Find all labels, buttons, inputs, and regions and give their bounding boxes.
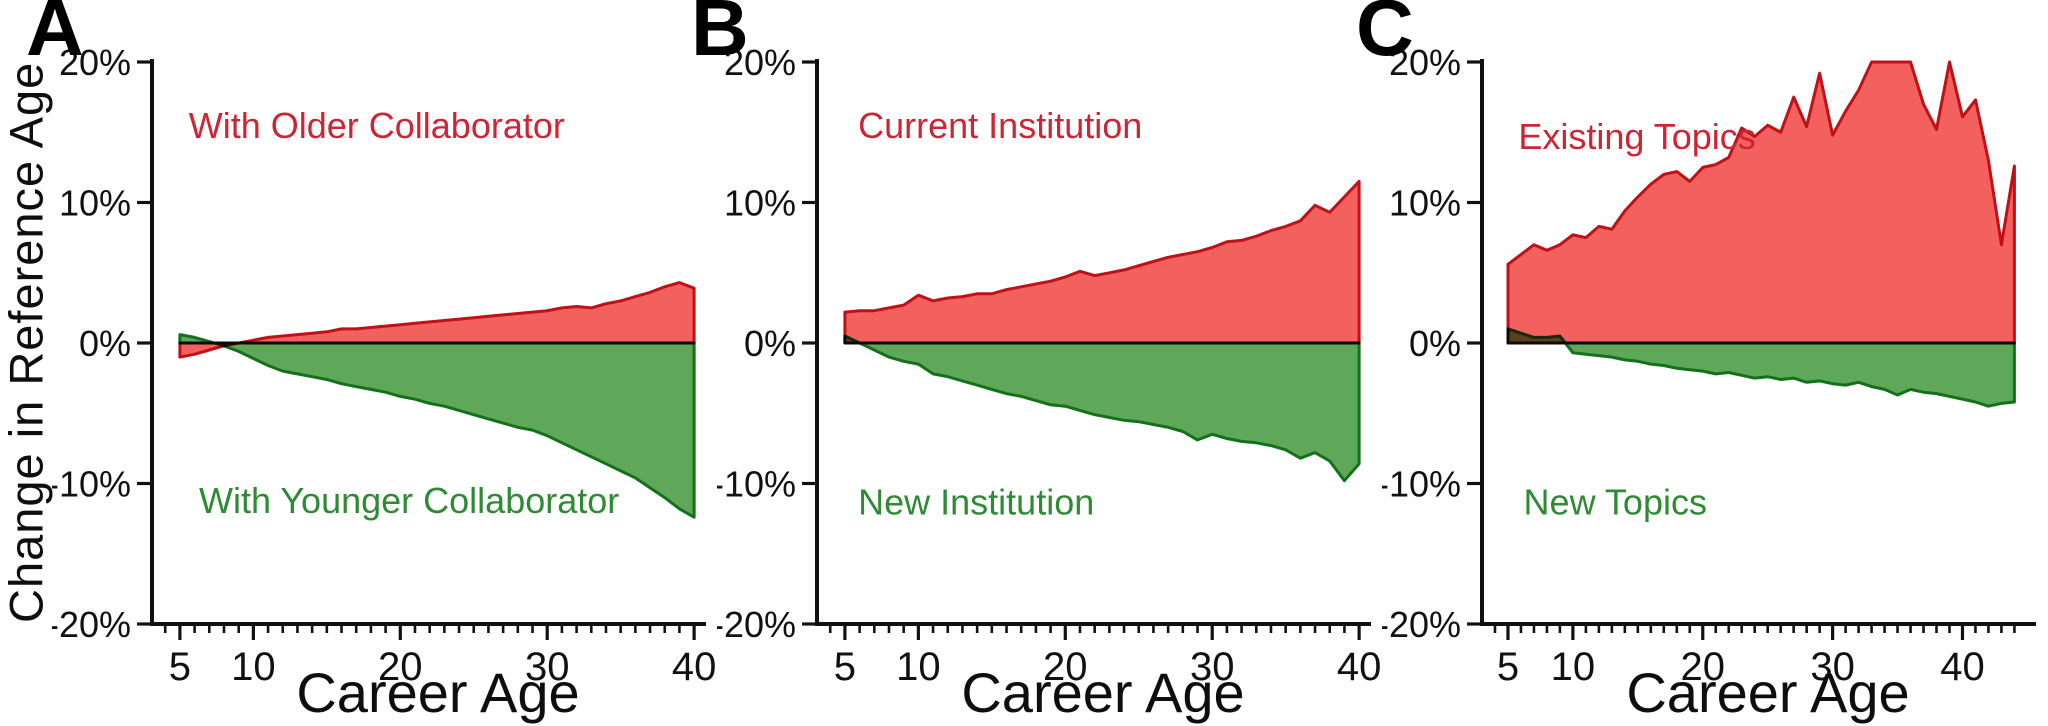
x-tick-label: 5 — [169, 645, 191, 689]
y-tick-label: 0% — [744, 323, 796, 364]
series-label-existing-topics: Existing Topics — [1518, 116, 1755, 157]
series-label-with-younger-collaborator: With Younger Collaborator — [199, 480, 619, 521]
x-tick-label: 20 — [378, 645, 423, 689]
y-tick-label: -10% — [52, 464, 131, 505]
series-label-current-institution: Current Institution — [858, 105, 1142, 146]
panel-b-letter: B — [691, 0, 749, 72]
area-with-younger-collaborator — [178, 333, 696, 519]
y-tick-label: -20% — [1382, 604, 1461, 645]
y-tick-label: 0% — [1409, 323, 1461, 364]
y-tick-label: 20% — [59, 42, 131, 83]
panel-b: B 20% 10% 0% -10% -20% 5 10 20 30 40 Career Age Cur… — [691, 0, 1382, 726]
y-axis-title-column: Change in Reference Age — [0, 0, 53, 726]
y-tick-label: 20% — [724, 42, 796, 83]
y-tick-label: -20% — [717, 604, 796, 645]
x-tick-label: 30 — [1190, 645, 1235, 689]
panel-c: C 20% 10% 0% -10% -20% 5 10 20 30 40 Career Age Exi… — [1356, 0, 2047, 726]
y-tick-label: -10% — [1382, 464, 1461, 505]
panel-a-chart: 20% 10% 0% -10% -20% 5 10 20 30 40 Career Age With … — [52, 42, 717, 724]
x-tick-label: 40 — [1337, 645, 1382, 689]
series-label-new-topics: New Topics — [1524, 481, 1707, 522]
y-tick-label: 10% — [724, 183, 796, 224]
x-axis-title: Career Age — [1626, 661, 1909, 724]
y-axis-title: Change in Reference Age — [0, 61, 53, 624]
x-tick-label: 10 — [1551, 645, 1596, 689]
y-tick-label: -10% — [717, 464, 796, 505]
series-label-new-institution: New Institution — [858, 481, 1094, 522]
x-axis-title: Career Age — [961, 661, 1244, 724]
area-new-topics — [1506, 327, 2016, 408]
y-tick-label: 10% — [59, 183, 131, 224]
x-tick-label: 30 — [1810, 645, 1855, 689]
area-with-older-collaborator — [178, 281, 696, 359]
area-existing-topics — [1506, 60, 2016, 345]
x-tick-label: 5 — [1497, 645, 1519, 689]
area-current-institution — [843, 179, 1361, 345]
y-tick-label: 0% — [79, 323, 131, 364]
x-tick-label: 10 — [896, 645, 941, 689]
panel-a-letter: A — [26, 0, 84, 72]
x-tick-label: 5 — [834, 645, 856, 689]
panel-c-chart: 20% 10% 0% -10% -20% 5 10 20 30 40 Career Age Exist… — [1382, 42, 2036, 724]
x-tick-label: 20 — [1681, 645, 1726, 689]
x-tick-label: 20 — [1043, 645, 1088, 689]
x-axis-title: Career Age — [296, 661, 579, 724]
y-tick-label: -20% — [52, 604, 131, 645]
x-tick-label: 40 — [1940, 645, 1985, 689]
x-tick-label: 30 — [525, 645, 570, 689]
panel-c-letter: C — [1356, 0, 1414, 72]
y-tick-label: 20% — [1389, 42, 1461, 83]
x-tick-label: 40 — [672, 645, 717, 689]
x-tick-label: 10 — [231, 645, 276, 689]
y-tick-label: 10% — [1389, 183, 1461, 224]
area-new-institution — [843, 334, 1361, 483]
series-label-with-older-collaborator: With Older Collaborator — [189, 105, 565, 146]
panel-b-chart: 20% 10% 0% -10% -20% 5 10 20 30 40 Career Age Curre… — [717, 42, 1382, 724]
panel-a: A 20% 10% 0% -10% -20% 5 10 20 30 40 Career Age Wit… — [26, 0, 717, 726]
